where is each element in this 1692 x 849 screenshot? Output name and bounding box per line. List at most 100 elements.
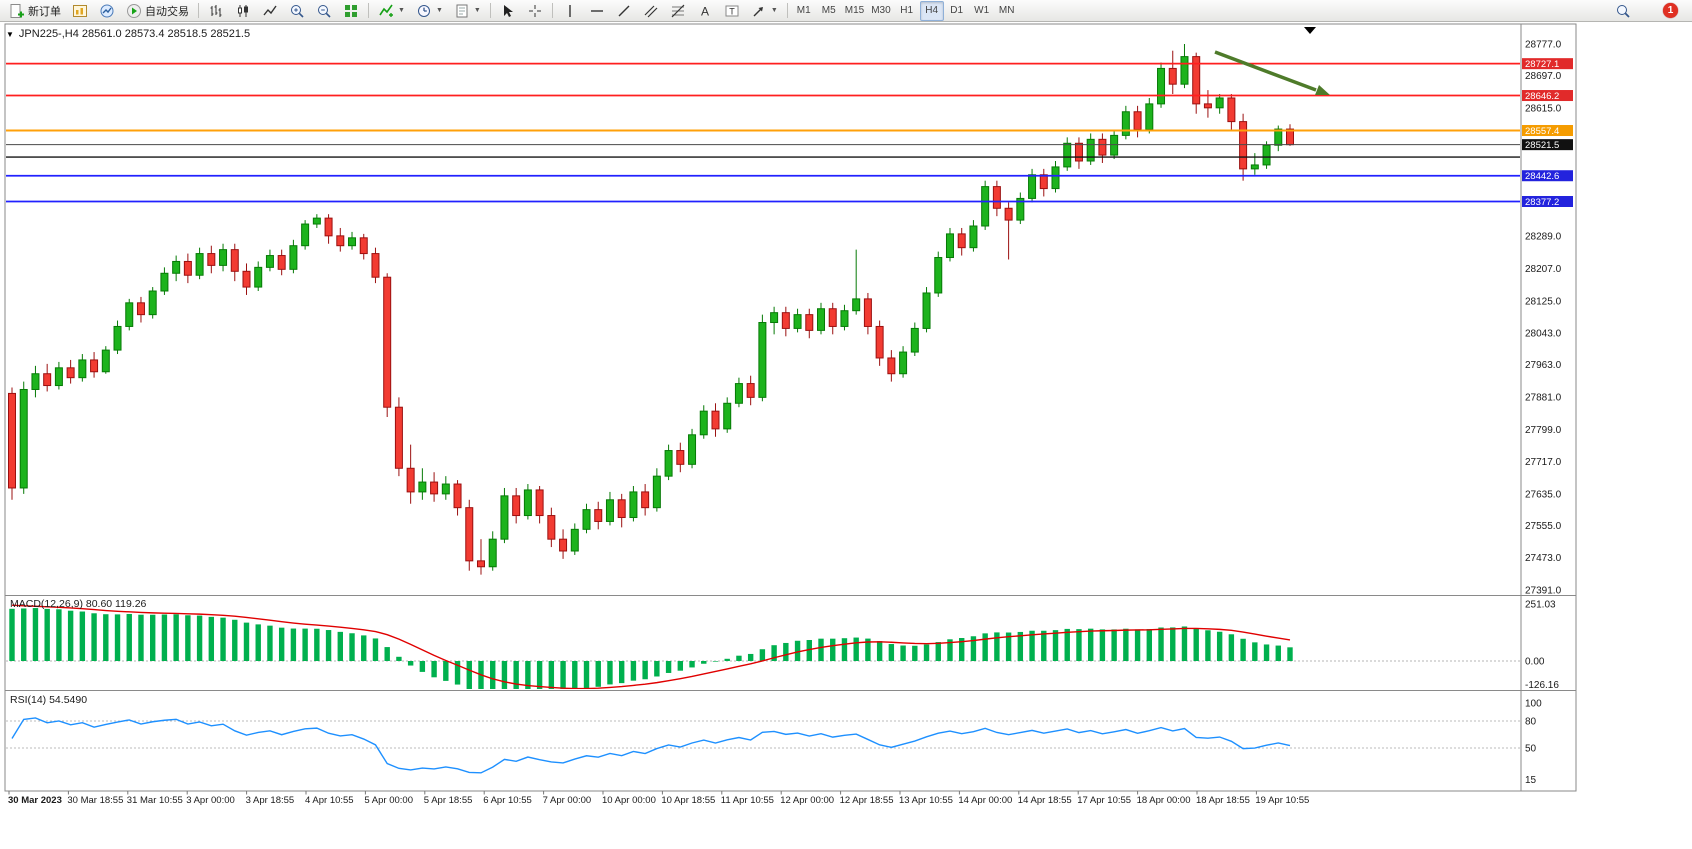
candle[interactable] [1028,168,1037,203]
candle[interactable] [1004,202,1013,260]
candle[interactable] [312,214,321,228]
candle[interactable] [535,486,544,524]
candle[interactable] [828,302,837,335]
candle[interactable] [723,397,732,433]
candle[interactable] [734,377,743,408]
candle[interactable] [992,180,1001,217]
profiles-button[interactable] [94,1,120,21]
candle[interactable] [652,468,661,512]
candle[interactable] [910,322,919,356]
candle[interactable] [582,503,591,534]
candle[interactable] [594,501,603,530]
candle[interactable] [371,247,380,284]
candle[interactable] [1098,133,1107,163]
templates-button[interactable]: ▼ [449,1,486,21]
candle[interactable] [195,247,204,280]
candle[interactable] [406,444,415,504]
candle[interactable] [1168,50,1177,95]
candle[interactable] [1250,153,1259,175]
timeframe-d1-button[interactable]: D1 [945,1,969,21]
candle[interactable] [1133,105,1142,138]
arrows-tool-button[interactable]: ▼ [746,1,783,21]
candle[interactable] [817,302,826,335]
candle[interactable] [8,387,16,500]
candle[interactable] [1203,90,1212,118]
candle[interactable] [101,346,110,374]
candle[interactable] [1039,168,1048,197]
candle[interactable] [289,239,298,274]
timeframe-m1-button[interactable]: M1 [792,1,816,21]
channel-tool-button[interactable] [638,1,664,21]
timeframe-m5-button[interactable]: M5 [817,1,841,21]
candle[interactable] [265,249,274,272]
timeframe-m15-button[interactable]: M15 [842,1,867,21]
candle[interactable] [805,308,814,339]
candle[interactable] [125,298,134,331]
candle[interactable] [957,227,966,256]
zoom-in-button[interactable] [284,1,310,21]
candle[interactable] [1192,52,1201,114]
candle[interactable] [793,308,802,333]
vertical-line-tool-button[interactable] [557,1,583,21]
candle[interactable] [336,227,345,252]
candle[interactable] [1051,161,1060,193]
candle[interactable] [136,296,145,323]
candle[interactable] [1274,125,1283,152]
candle[interactable] [1180,44,1189,89]
candle[interactable] [512,487,521,524]
tile-windows-button[interactable] [338,1,364,21]
periods-button[interactable]: ▼ [411,1,448,21]
autotrading-button[interactable]: 自动交易 [121,1,194,21]
candle[interactable] [254,261,263,291]
candle[interactable] [1086,133,1095,165]
candle[interactable] [277,249,286,276]
candle[interactable] [1121,105,1130,140]
candle[interactable] [875,320,884,366]
candle[interactable] [172,255,181,282]
cursor-tool-button[interactable] [495,1,521,21]
zoom-out-button[interactable] [311,1,337,21]
candle[interactable] [945,227,954,262]
timeframe-h4-button[interactable]: H4 [919,0,944,21]
candle[interactable] [160,267,169,295]
new-order-button[interactable]: 新订单 [4,1,66,21]
candle[interactable] [699,405,708,439]
candle[interactable] [301,220,310,250]
candle[interactable] [1145,97,1154,134]
trend-arrow-annotation[interactable] [1214,50,1330,95]
trendline-tool-button[interactable] [611,1,637,21]
candle[interactable] [641,484,650,516]
candle[interactable] [54,361,63,390]
candle[interactable] [453,480,462,516]
line-chart-button[interactable] [257,1,283,21]
candle[interactable] [78,354,87,382]
candle[interactable] [113,320,122,355]
notification-badge[interactable]: 1 [1663,3,1678,18]
candle[interactable] [1239,113,1248,181]
candlestick-chart-button[interactable] [230,1,256,21]
crosshair-tool-button[interactable] [522,1,548,21]
timeframe-w1-button[interactable]: W1 [970,1,994,21]
text-tool-button[interactable]: A [692,1,718,21]
candle[interactable] [840,304,849,331]
candle[interactable] [1262,141,1271,169]
candle[interactable] [559,529,568,559]
candle[interactable] [664,444,673,481]
candle[interactable] [219,243,228,272]
candle[interactable] [852,249,861,315]
candle[interactable] [1074,137,1083,169]
candle[interactable] [394,397,403,477]
candle[interactable] [66,359,75,384]
candle[interactable] [148,287,157,319]
candle[interactable] [863,292,872,335]
candle[interactable] [500,487,509,544]
candle[interactable] [43,363,52,392]
candle[interactable] [207,245,216,274]
collapse-triangle-icon[interactable]: ▼ [6,29,14,39]
fibonacci-tool-button[interactable] [665,1,691,21]
candle[interactable] [781,306,790,337]
candle[interactable] [230,243,239,282]
candle[interactable] [324,214,333,244]
candle[interactable] [1227,94,1236,130]
indicators-button[interactable]: ▼ [373,1,410,21]
